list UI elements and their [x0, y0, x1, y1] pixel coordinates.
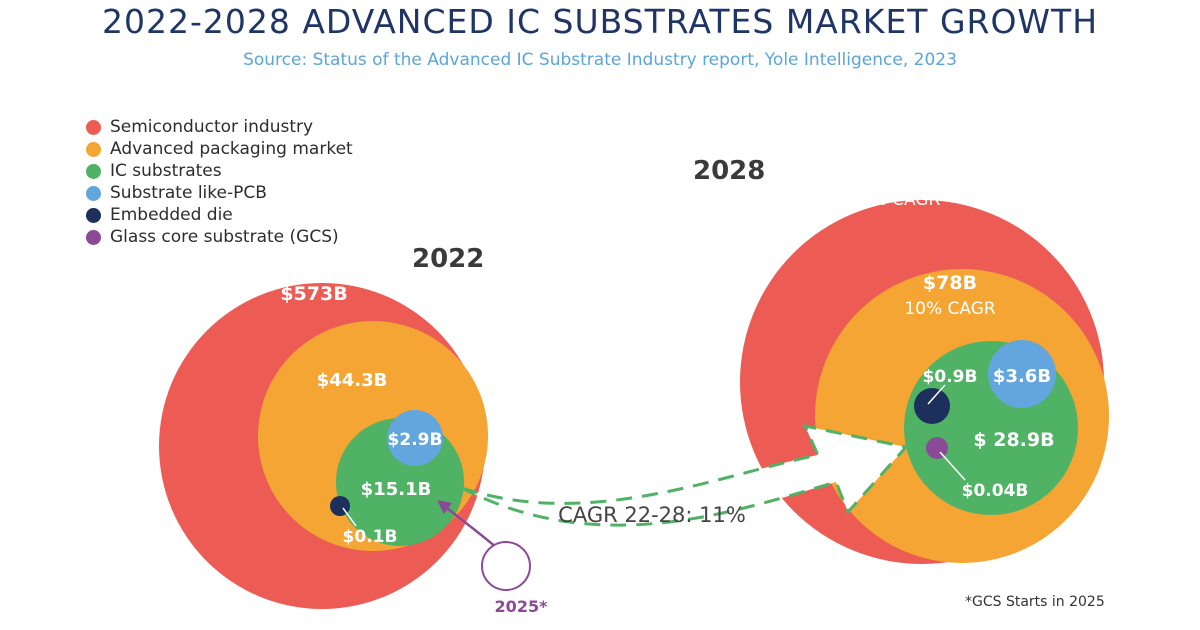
value-label-2022-ic-substrates: $15.1B: [361, 479, 432, 500]
year-label-2022: 2022: [412, 244, 485, 274]
legend-item-glass-core: Glass core substrate (GCS): [86, 226, 353, 248]
growth-arrow: [461, 423, 909, 527]
value-label-2028-ic-substrates: $ 28.9B: [973, 429, 1054, 451]
legend-label-ic-substrates: IC substrates: [110, 161, 222, 181]
legend-dot-ic-substrates: [86, 163, 101, 179]
value-label-2028-glass-core: $0.04B: [962, 481, 1029, 501]
legend-label-embedded-die: Embedded die: [110, 205, 233, 225]
legend-label-substrate-like-pcb: Substrate like-PCB: [110, 183, 267, 203]
legend-item-ic-substrates: IC substrates: [86, 160, 353, 182]
legend-dot-semiconductor: [86, 119, 101, 135]
legend-dot-advanced-packaging: [86, 141, 101, 157]
value-label-2028-advanced-packaging: $78B: [923, 272, 977, 294]
legend-item-substrate-like-pcb: Substrate like-PCB: [86, 182, 353, 204]
annotation-label-2025: 2025*: [495, 597, 549, 616]
value-label-2022-substrate-like-pcb: $2.9B: [388, 430, 443, 450]
legend-item-semiconductor: Semiconductor industry: [86, 116, 353, 138]
bubble-2028-embedded-die: [914, 388, 950, 424]
year-label-2028: 2028: [693, 156, 766, 186]
annotation-arrow-2025: [442, 504, 498, 549]
legend: Semiconductor industry Advanced packagin…: [86, 116, 353, 248]
value-label-2028-semiconductor: $746B: [865, 161, 936, 185]
arrow-label-cagr: CAGR 22-28: 11%: [558, 503, 746, 527]
annotation-arrowhead-2025: [437, 500, 452, 514]
legend-dot-substrate-like-pcb: [86, 185, 101, 201]
leader-line-2022-embedded-die: [342, 507, 357, 527]
value-label-2028-substrate-like-pcb: $3.6B: [993, 366, 1051, 387]
legend-label-glass-core: Glass core substrate (GCS): [110, 227, 339, 247]
bubble-2028-glass-core: [926, 437, 948, 459]
legend-item-embedded-die: Embedded die: [86, 204, 353, 226]
bubble-2022-substrate-like-pcb: [387, 410, 443, 466]
legend-dot-glass-core: [86, 229, 101, 245]
cagr-label-2028-semiconductor: 5% CAGR: [860, 190, 941, 210]
value-label-2022-semiconductor: $573B: [280, 283, 347, 305]
value-label-2022-advanced-packaging: $44.3B: [317, 370, 388, 391]
annotation-circle-2025: [481, 541, 531, 591]
value-label-2028-embedded-die: $0.9B: [923, 367, 978, 387]
chart-title: 2022-2028 ADVANCED IC SUBSTRATES MARKET …: [101, 2, 1099, 41]
value-label-2022-embedded-die: $0.1B: [343, 527, 398, 547]
bubble-2028-substrate-like-pcb: [988, 340, 1056, 408]
legend-item-advanced-packaging: Advanced packaging market: [86, 138, 353, 160]
chart-subtitle: Source: Status of the Advanced IC Substr…: [243, 50, 957, 70]
legend-label-semiconductor: Semiconductor industry: [110, 117, 314, 137]
leader-line-2028-embedded-die: [927, 384, 946, 405]
footnote: *GCS Starts in 2025: [965, 594, 1105, 610]
legend-label-advanced-packaging: Advanced packaging market: [110, 139, 353, 159]
cagr-label-2028-advanced-packaging: 10% CAGR: [904, 299, 996, 319]
legend-dot-embedded-die: [86, 207, 101, 223]
leader-line-2028-glass-core: [939, 451, 966, 481]
